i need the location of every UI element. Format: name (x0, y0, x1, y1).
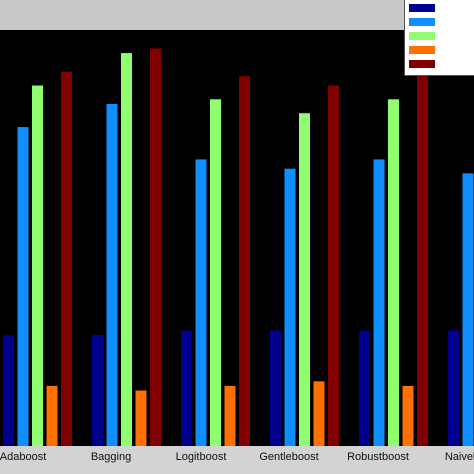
bar-bagging-s4 (135, 390, 147, 446)
legend-swatch (409, 46, 435, 54)
bar-robustboost-s1 (359, 330, 370, 446)
bar-logitboost-s1 (181, 330, 192, 446)
legend-swatch (409, 32, 435, 40)
legend (404, 0, 474, 76)
x-tick-label: Bagging (91, 451, 131, 463)
bar-gentleboost-s4 (313, 381, 325, 446)
bar-logitboost-s4 (224, 385, 236, 446)
bar-gentleboost-s3 (299, 113, 310, 446)
bar-adaboost-s2 (17, 127, 29, 446)
bar-robustboost-s3 (388, 99, 399, 447)
bar-bagging-s5 (150, 48, 161, 446)
x-tick-label: Logitboost (176, 451, 227, 463)
figure-top-band (0, 0, 474, 30)
x-axis-band (0, 446, 474, 474)
bar-adaboost-s1 (3, 335, 14, 446)
legend-item (409, 30, 473, 42)
x-tick-label: Gentleboost (259, 451, 318, 463)
bar-gentleboost-s5 (328, 85, 339, 446)
bar-naiveba-s1 (448, 330, 459, 446)
bar-robustboost-s5 (417, 76, 428, 446)
bar-adaboost-s5 (61, 71, 72, 446)
bar-robustboost-s4 (402, 385, 414, 446)
legend-item (409, 44, 473, 56)
legend-item (409, 16, 473, 28)
bar-logitboost-s3 (210, 99, 221, 447)
legend-swatch (409, 18, 435, 26)
bar-gentleboost-s1 (270, 330, 281, 446)
bar-naiveba-s2 (462, 173, 474, 447)
legend-item (409, 58, 473, 70)
bar-bagging-s1 (92, 335, 103, 446)
bar-gentleboost-s2 (284, 168, 296, 446)
x-tick-label: Robustboost (347, 451, 409, 463)
x-tick-labels: Adaboost Bagging Logitboost Gentleboost Robu… (0, 451, 474, 463)
legend-item (409, 2, 473, 14)
bar-robustboost-s2 (373, 159, 385, 446)
bar-bagging-s3 (121, 53, 132, 446)
bar-logitboost-s2 (195, 159, 207, 446)
bars-group (3, 48, 474, 447)
x-tick-label: Adaboost (0, 451, 46, 463)
x-tick-label: Naiveba (445, 451, 474, 463)
legend-swatch (409, 60, 435, 68)
bar-logitboost-s5 (239, 76, 250, 446)
bar-adaboost-s3 (32, 85, 43, 446)
legend-swatch (409, 4, 435, 12)
bar-bagging-s2 (106, 104, 118, 446)
bar-adaboost-s4 (46, 385, 58, 446)
